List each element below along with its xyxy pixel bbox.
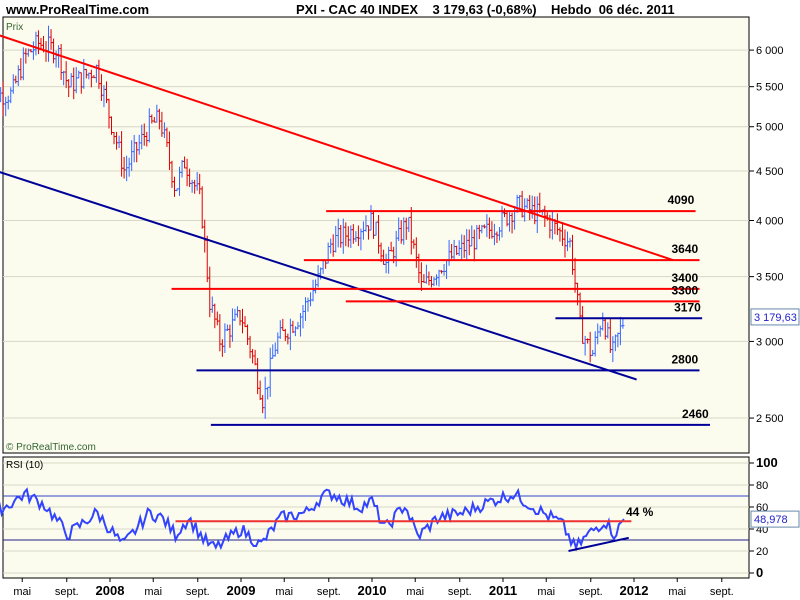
x-tick-label: sept. <box>448 586 472 598</box>
rsi-last-label: 48,978 <box>754 514 788 526</box>
last-price-label: 3 179,63 <box>754 312 797 324</box>
x-tick-label: mai <box>537 586 555 598</box>
price-tick-label: 5 000 <box>756 122 784 134</box>
level-label: 4090 <box>668 193 695 207</box>
rsi-line <box>0 487 625 552</box>
level-label: 2460 <box>682 407 709 421</box>
rsi-last-box <box>750 510 800 528</box>
x-tick-label: mai <box>144 586 162 598</box>
x-tick-label: 2008 <box>96 583 125 598</box>
x-tick-label: sept. <box>317 586 341 598</box>
chart-title: PXI - CAC 40 INDEX 3 179,63 (-0,68%) Heb… <box>296 2 675 17</box>
rsi-trendline <box>568 536 629 552</box>
site-name[interactable]: www.ProRealTime.com <box>6 2 150 17</box>
level-label: 3640 <box>672 242 699 256</box>
x-tick-label: mai <box>13 586 31 598</box>
x-tick-label: 2011 <box>489 583 517 598</box>
x-tick-label: mai <box>275 586 293 598</box>
x-tick-label: sept. <box>186 586 210 598</box>
price-pane-title: Prix <box>6 22 23 33</box>
rsi-tick-label: 20 <box>756 546 768 558</box>
price-tick-label: 3 000 <box>756 336 784 348</box>
price-tick-label: 4 500 <box>756 166 784 178</box>
level-label: 3400 <box>672 271 699 285</box>
x-tick-label: sept. <box>710 586 734 598</box>
last-price-box <box>750 308 800 326</box>
level-label: 2800 <box>672 352 699 366</box>
x-tick-label: 2012 <box>620 583 649 598</box>
x-tick-label: sept. <box>579 586 603 598</box>
level-label: 3300 <box>672 283 699 297</box>
x-tick-label: 2009 <box>227 583 256 598</box>
price-tick-label: 3 500 <box>756 272 784 284</box>
rsi-pane <box>2 456 750 579</box>
x-tick-label: mai <box>668 586 686 598</box>
trendline <box>0 34 674 262</box>
price-tick-label: 6 000 <box>756 45 784 57</box>
price-tick-label: 4 000 <box>756 216 784 228</box>
rsi-tick-label: 80 <box>756 480 768 492</box>
level-label: 3170 <box>674 300 701 314</box>
rsi-tick-label: 0 <box>756 565 763 580</box>
copyright: © ProRealTime.com <box>6 442 96 453</box>
rsi-tick-label: 100 <box>756 455 778 470</box>
price-tick-label: 2 500 <box>756 413 784 425</box>
x-tick-label: 2010 <box>358 583 387 598</box>
x-tick-label: sept. <box>55 586 79 598</box>
rsi-pane-title: RSI (10) <box>6 460 43 471</box>
rsi-annotation: 44 % <box>626 505 654 519</box>
x-tick-label: mai <box>406 586 424 598</box>
price-tick-label: 5 500 <box>756 82 784 94</box>
trendline <box>0 171 637 381</box>
